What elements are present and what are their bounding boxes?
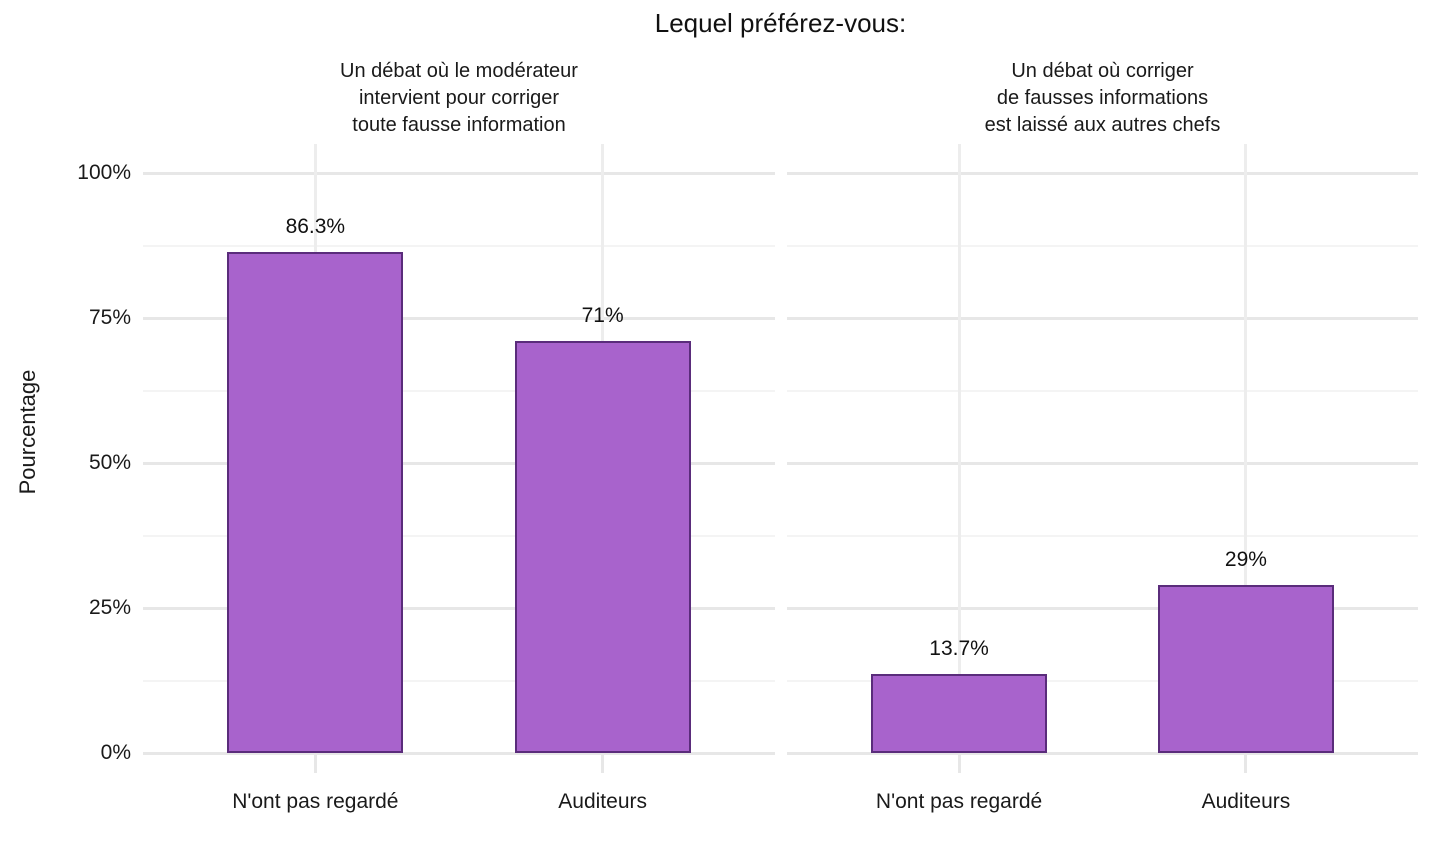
y-axis-tick-label: 0% <box>100 741 131 764</box>
gridline-minor-horizontal <box>787 389 1418 392</box>
bar-value-label: 86.3% <box>285 215 346 239</box>
x-axis-tick <box>1244 753 1248 773</box>
gridline-major-horizontal <box>787 461 1418 465</box>
gridline-minor-horizontal <box>143 679 775 682</box>
facet-title-left-line1: Un débat où le modérateur <box>340 60 578 82</box>
y-axis-tick-label: 100% <box>77 161 131 184</box>
bar-value-label: 71% <box>581 304 624 328</box>
gridline-major-horizontal <box>143 751 775 755</box>
facet-panel-left: 86.3% N'ont pas regardé 71% Auditeurs <box>143 144 775 813</box>
x-axis-label: Auditeurs <box>558 790 647 813</box>
gridline-minor-horizontal <box>787 679 1418 682</box>
facet-title-right-line3: est laissé aux autres chefs <box>984 114 1221 136</box>
gridline-major-horizontal <box>143 171 775 175</box>
gridline-minor-horizontal <box>143 534 775 537</box>
bar-value-label: 29% <box>1224 547 1267 571</box>
x-axis-tick <box>957 753 961 773</box>
bar-N'ont pas regardé <box>871 673 1048 753</box>
bar-Auditeurs <box>514 341 691 753</box>
x-axis-tick <box>601 753 605 773</box>
x-axis-tick <box>313 753 317 773</box>
facet-title-right: Un débat où corriger de fausses informat… <box>787 58 1418 139</box>
gridline-minor-horizontal <box>787 244 1418 247</box>
x-axis-label: Auditeurs <box>1201 790 1291 813</box>
facet-title-left-line2: intervient pour corriger <box>358 87 560 109</box>
y-axis-tick-label: 50% <box>88 451 131 474</box>
gridline-major-horizontal <box>787 751 1418 755</box>
gridline-major-horizontal <box>143 606 775 610</box>
facet-title-right-line1: Un débat où corriger <box>1011 60 1194 82</box>
bar-value-label: 13.7% <box>929 636 989 660</box>
y-axis-tick-label: 25% <box>88 596 131 619</box>
chart-title: Lequel préférez-vous: <box>654 8 907 38</box>
facet-panel-right: 13.7% N'ont pas regardé 29% Auditeurs <box>787 144 1418 813</box>
bar-N'ont pas regardé <box>227 252 404 753</box>
gridline-major-horizontal <box>787 606 1418 610</box>
gridline-minor-horizontal <box>143 244 775 247</box>
gridline-major-vertical <box>957 144 961 753</box>
y-axis-tick-label: 75% <box>88 306 131 329</box>
gridline-major-horizontal <box>787 316 1418 320</box>
gridline-major-horizontal <box>143 461 775 465</box>
y-axis-title: Pourcentage <box>15 369 40 495</box>
facet-title-left: Un débat où le modérateur intervient pou… <box>143 58 775 139</box>
x-axis-label: N'ont pas regardé <box>875 790 1043 813</box>
gridline-major-horizontal <box>143 316 775 320</box>
gridline-major-horizontal <box>787 171 1418 175</box>
gridline-minor-horizontal <box>143 389 775 392</box>
facet-title-right-line2: de fausses informations <box>996 87 1209 109</box>
x-axis-label: N'ont pas regardé <box>232 790 399 813</box>
gridline-major-vertical <box>1244 144 1248 753</box>
facet-title-left-line3: toute fausse information <box>352 114 566 136</box>
bar-Auditeurs <box>1157 584 1334 753</box>
gridline-minor-horizontal <box>787 534 1418 537</box>
